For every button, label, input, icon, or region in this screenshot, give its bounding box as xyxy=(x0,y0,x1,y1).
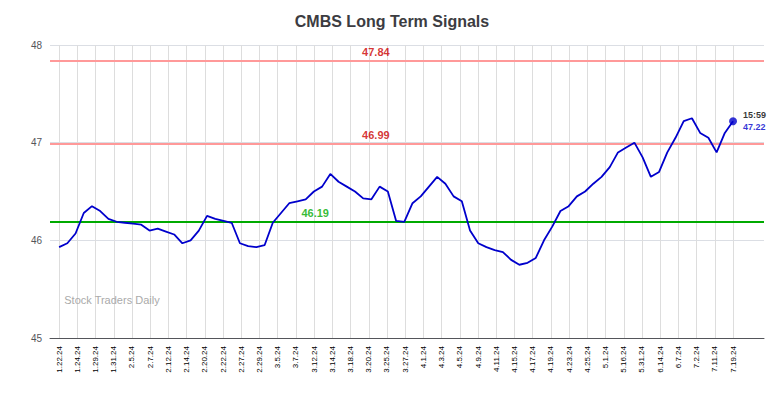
svg-text:46.19: 46.19 xyxy=(301,207,329,219)
svg-text:45: 45 xyxy=(31,333,43,344)
svg-text:3.25.24: 3.25.24 xyxy=(382,345,391,372)
svg-text:4.9.24: 4.9.24 xyxy=(474,345,483,368)
svg-text:3.18.24: 3.18.24 xyxy=(346,345,355,372)
svg-text:1.24.24: 1.24.24 xyxy=(73,345,82,372)
svg-text:4.5.24: 4.5.24 xyxy=(455,345,464,368)
svg-text:2.22.24: 2.22.24 xyxy=(219,345,228,372)
svg-text:CMBS Long Term Signals: CMBS Long Term Signals xyxy=(295,13,489,30)
svg-text:7.2.24: 7.2.24 xyxy=(692,345,701,368)
svg-text:4.3.24: 4.3.24 xyxy=(437,345,446,368)
svg-text:4.25.24: 4.25.24 xyxy=(583,345,592,372)
svg-text:2.5.24: 2.5.24 xyxy=(127,345,136,368)
svg-text:3.27.24: 3.27.24 xyxy=(401,345,410,372)
svg-text:47.22: 47.22 xyxy=(743,122,766,132)
svg-text:6.14.24: 6.14.24 xyxy=(656,345,665,372)
svg-text:2.7.24: 2.7.24 xyxy=(146,345,155,368)
svg-text:5.16.24: 5.16.24 xyxy=(619,345,628,372)
svg-text:48: 48 xyxy=(31,40,43,51)
svg-text:3.12.24: 3.12.24 xyxy=(310,345,319,372)
svg-text:1.22.24: 1.22.24 xyxy=(55,345,64,372)
svg-text:6.7.24: 6.7.24 xyxy=(674,345,683,368)
svg-text:4.11.24: 4.11.24 xyxy=(492,345,501,372)
svg-text:4.19.24: 4.19.24 xyxy=(546,345,555,372)
svg-text:7.11.24: 7.11.24 xyxy=(710,345,719,372)
svg-text:1.29.24: 1.29.24 xyxy=(91,345,100,372)
svg-text:5.1.24: 5.1.24 xyxy=(601,345,610,368)
svg-text:3.7.24: 3.7.24 xyxy=(291,345,300,368)
svg-text:4.15.24: 4.15.24 xyxy=(510,345,519,372)
svg-text:15:59: 15:59 xyxy=(743,110,766,120)
svg-text:1.31.24: 1.31.24 xyxy=(109,345,118,372)
svg-text:47: 47 xyxy=(31,137,43,148)
svg-text:2.29.24: 2.29.24 xyxy=(255,345,264,372)
svg-text:3.5.24: 3.5.24 xyxy=(273,345,282,368)
svg-text:5.31.24: 5.31.24 xyxy=(637,345,646,372)
svg-text:3.20.24: 3.20.24 xyxy=(364,345,373,372)
svg-text:Stock Traders Daily: Stock Traders Daily xyxy=(64,294,160,306)
svg-text:2.20.24: 2.20.24 xyxy=(200,345,209,372)
svg-text:2.12.24: 2.12.24 xyxy=(164,345,173,372)
svg-text:47.84: 47.84 xyxy=(362,46,390,58)
svg-text:46: 46 xyxy=(31,235,43,246)
svg-text:7.19.24: 7.19.24 xyxy=(729,345,738,372)
svg-text:46.99: 46.99 xyxy=(362,129,390,141)
svg-text:4.1.24: 4.1.24 xyxy=(419,345,428,368)
svg-text:3.14.24: 3.14.24 xyxy=(328,345,337,372)
svg-text:2.14.24: 2.14.24 xyxy=(182,345,191,372)
svg-text:2.27.24: 2.27.24 xyxy=(237,345,246,372)
svg-text:4.23.24: 4.23.24 xyxy=(565,345,574,372)
svg-text:4.17.24: 4.17.24 xyxy=(528,345,537,372)
